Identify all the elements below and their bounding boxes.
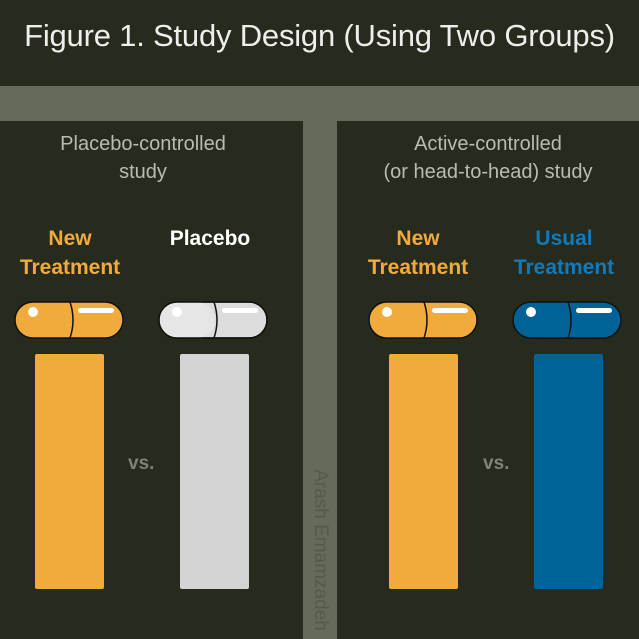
- label-line: Treatment: [19, 256, 121, 279]
- placebo-group-bar: [180, 354, 249, 589]
- subtitle-line: study: [119, 161, 167, 183]
- panel-subtitle: Active-controlled (or head-to-head) stud…: [337, 130, 639, 186]
- group-label-placebo: Placebo: [140, 224, 280, 253]
- group-label-new-treatment: New Treatment: [0, 224, 140, 282]
- label-line: New: [48, 227, 92, 250]
- new-treatment-group-bar: [35, 354, 104, 589]
- new-treatment-group-bar: [389, 354, 458, 589]
- group-label-new-treatment: New Treatment: [348, 224, 488, 282]
- blue-capsule-icon: [512, 301, 622, 339]
- orange-capsule-icon: [368, 301, 478, 339]
- label-line: Treatment: [367, 256, 469, 279]
- usual-treatment-group-bar: [534, 354, 603, 589]
- author-credit: Arash Emamzadeh: [310, 469, 331, 631]
- label-line: Placebo: [169, 227, 251, 250]
- subtitle-line: (or head-to-head) study: [383, 161, 593, 183]
- versus-label: vs.: [483, 453, 510, 474]
- horizontal-divider: [0, 86, 639, 121]
- subtitle-line: Placebo-controlled: [60, 133, 226, 155]
- label-line: Treatment: [513, 256, 615, 279]
- white-capsule-icon: [158, 301, 268, 339]
- group-label-usual-treatment: Usual Treatment: [494, 224, 634, 282]
- vertical-divider: [303, 121, 337, 639]
- label-line: Usual: [535, 227, 593, 250]
- figure-title: Figure 1. Study Design (Using Two Groups…: [24, 18, 615, 53]
- subtitle-line: Active-controlled: [414, 133, 562, 155]
- label-line: New: [396, 227, 440, 250]
- orange-capsule-icon: [14, 301, 124, 339]
- versus-label: vs.: [128, 453, 155, 474]
- panel-subtitle: Placebo-controlled study: [0, 130, 286, 186]
